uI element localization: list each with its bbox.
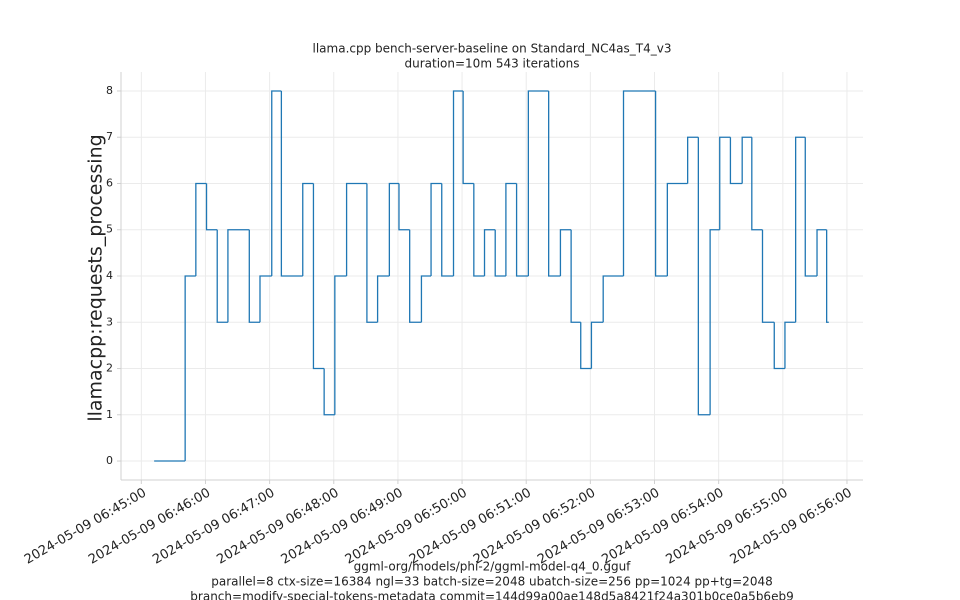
line-segment (345, 182, 367, 276)
line-segment (773, 322, 785, 370)
y-tick-label: 7 (106, 130, 113, 143)
line-segment (559, 229, 572, 276)
x-axis-label: branch=modify-special-tokens-metadata co… (190, 590, 793, 600)
line-segment (366, 183, 378, 323)
line-segment (794, 136, 806, 323)
line-segment (580, 322, 592, 370)
line-segment (654, 90, 668, 277)
line-segment (280, 90, 303, 277)
y-tick-label: 0 (106, 454, 113, 467)
line-segment (376, 275, 390, 323)
line-segment (505, 182, 517, 276)
line-segment (195, 182, 207, 276)
y-tick-label: 4 (106, 269, 113, 282)
line-segment (697, 137, 711, 416)
line-segment (548, 90, 561, 277)
line-segment (590, 321, 604, 369)
line-segment (441, 183, 454, 277)
line-segment (741, 136, 752, 184)
line-segment (719, 136, 731, 230)
line-segment (709, 229, 720, 415)
line-segment (388, 182, 399, 276)
line-segment (494, 229, 506, 277)
y-tick-label: 2 (106, 362, 113, 375)
line-segment (271, 90, 282, 276)
line-segment (302, 182, 314, 276)
line-segment (430, 182, 442, 276)
y-tick-label: 3 (106, 315, 113, 328)
line-segment (398, 183, 410, 231)
x-axis-label: ggml-org/models/phi-2/ggml-model-q4_0.gg… (354, 560, 632, 574)
line-segment (216, 229, 228, 323)
line-segment (751, 137, 763, 231)
y-tick-label: 6 (106, 176, 113, 189)
line-segment (784, 321, 796, 369)
chart-subtitle: duration=10m 543 iterations (405, 57, 580, 71)
y-tick-label: 8 (106, 84, 113, 97)
line-segment (473, 183, 485, 277)
line-segment (323, 368, 335, 416)
line-segment (259, 275, 272, 323)
line-segment (184, 275, 196, 462)
line-segment (825, 229, 829, 323)
chart-title: llama.cpp bench-server-baseline on Stand… (313, 42, 672, 56)
line-segment (527, 90, 549, 276)
y-axis-label: llamacpp:requests_processing (85, 134, 107, 421)
line-segment (515, 183, 529, 277)
line-segment (420, 275, 432, 323)
y-tick-label: 1 (106, 408, 113, 421)
line-segment (602, 275, 624, 323)
line-segment (622, 90, 656, 276)
line-segment (729, 137, 743, 185)
line-segment (452, 90, 464, 276)
line-segment (205, 183, 218, 231)
x-tick-label: 2024-05-09 06:56:00 (728, 486, 855, 568)
line-segment (334, 275, 347, 415)
line-segment (312, 183, 325, 370)
line-segment (462, 90, 474, 185)
line-segment (248, 229, 260, 323)
line-segment (804, 137, 818, 277)
line-segment (570, 229, 581, 323)
line-segment (409, 229, 422, 323)
line-segment (816, 229, 827, 276)
line-segment (687, 136, 699, 184)
line-segment (666, 182, 688, 276)
y-tick-label: 5 (106, 223, 113, 236)
line-segment (483, 229, 496, 276)
line-segment (761, 229, 775, 323)
line-segment (227, 229, 250, 323)
x-axis-label: parallel=8 ctx-size=16384 ngl=33 batch-s… (211, 575, 772, 589)
